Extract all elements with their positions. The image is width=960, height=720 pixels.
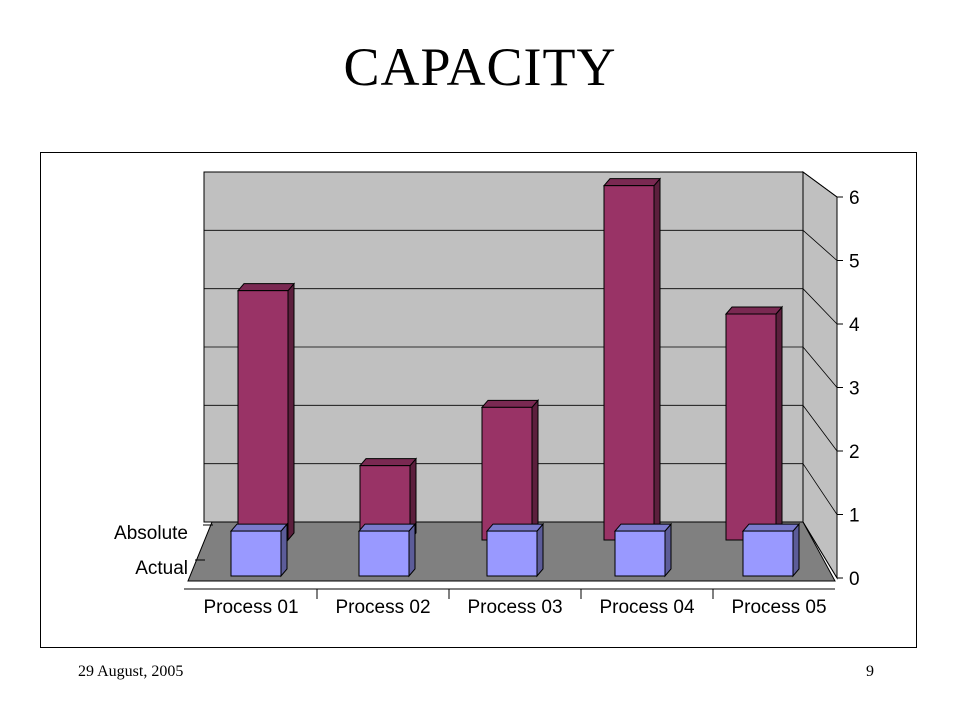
series-label: Absolute [114,523,188,544]
category-label: Process 01 [203,597,298,618]
bar-absolute-1 [236,282,296,542]
bar-absolute-4 [602,177,662,542]
gridline-side [802,171,838,198]
bar-absolute-5 [724,305,784,542]
category-label: Process 04 [599,597,694,618]
page-number: 9 [866,663,874,680]
series-label: Actual [135,558,188,579]
capacity-chart: 0 1 2 3 4 5 6 Process 01 Process 02 Process 03 Pr… [114,171,860,618]
slide-title: CAPACITY [343,37,617,97]
category-label: Process 03 [467,597,562,618]
gridline-side [802,288,838,325]
gridline-side [802,405,838,452]
gridline-side [802,346,838,388]
category-label: Process 02 [335,597,430,618]
category-label: Process 05 [731,597,826,618]
gridline-side [802,521,838,579]
gridline-side [802,230,838,261]
gridline-side [802,463,838,515]
y-tick-label: 1 [849,506,860,527]
bar-absolute-3 [480,398,540,542]
y-tick-label: 4 [849,315,860,336]
bar-actual-3 [485,522,545,578]
bar-actual-1 [229,522,289,578]
bar-actual-2 [357,522,417,578]
bar-actual-5 [741,522,801,578]
y-tick-label: 5 [849,252,860,273]
y-tick-label: 3 [849,379,860,400]
footer-date: 29 August, 2005 [78,663,184,680]
y-tick-label: 2 [849,442,860,463]
y-tick-label: 0 [849,569,860,590]
side-wall [802,171,838,580]
chart-frame: 0 1 2 3 4 5 6 Process 01 Process 02 Process 03 Pr… [40,152,917,648]
bar-actual-4 [613,522,673,578]
y-tick-label: 6 [849,188,860,209]
